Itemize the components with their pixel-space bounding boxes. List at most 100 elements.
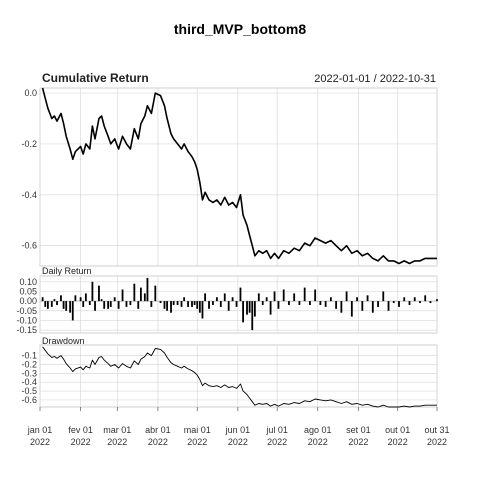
daily-return-bar	[329, 297, 332, 302]
daily-return-bar	[180, 301, 183, 307]
y-tick-label: -0.4	[21, 190, 37, 200]
panel-daily-title: Daily Return	[42, 266, 92, 276]
daily-return-bar	[56, 301, 58, 305]
daily-return-bar	[143, 293, 146, 302]
daily-return-bar	[79, 297, 82, 302]
daily-return-bar	[215, 297, 218, 302]
daily-return-bar	[429, 301, 432, 304]
y-tick-label: -0.4	[21, 377, 37, 387]
daily-return-bar	[187, 301, 189, 307]
x-tick-label: jun 01	[225, 425, 251, 435]
cumulative-return-line	[41, 87, 437, 265]
daily-return-bar	[424, 295, 427, 302]
daily-return-bar	[146, 277, 149, 302]
daily-return-bar	[204, 293, 206, 302]
x-tick-year-label: 2022	[30, 437, 50, 447]
daily-return-bar	[193, 301, 196, 305]
daily-return-bar	[113, 297, 116, 302]
daily-return-bar	[74, 295, 77, 302]
y-tick-label: -0.6	[21, 241, 37, 251]
daily-return-bar	[223, 293, 226, 302]
daily-return-bar	[345, 291, 348, 302]
daily-return-bar	[227, 301, 230, 311]
daily-return-bar	[183, 297, 186, 302]
daily-return-bar	[239, 287, 242, 302]
y-tick-label: -0.5	[21, 386, 37, 396]
daily-return-bar	[265, 297, 268, 302]
panel-frame	[39, 87, 438, 267]
drawdown-line	[42, 346, 437, 408]
daily-return-bar	[170, 301, 172, 313]
panel-cumulative-title: Cumulative Return	[42, 71, 149, 85]
daily-return-bar	[298, 301, 301, 305]
daily-return-bar	[91, 281, 94, 302]
daily-return-bar	[65, 301, 68, 311]
x-tick-year-label: 2022	[348, 437, 368, 447]
daily-return-bar	[196, 301, 199, 309]
x-tick-year-label: 2022	[267, 437, 287, 447]
x-tick-year-label: 2022	[228, 437, 248, 447]
daily-return-bar	[150, 301, 153, 307]
daily-return-bar	[191, 301, 193, 307]
daily-return-bar	[46, 301, 49, 309]
panel-drawdown-title: Drawdown	[42, 336, 85, 346]
daily-return-bar	[293, 293, 296, 302]
daily-return-bar	[139, 287, 142, 302]
daily-return-bar	[84, 293, 87, 302]
daily-return-bar	[109, 301, 112, 307]
y-tick-label: 0.0	[24, 88, 37, 98]
daily-return-bar	[235, 301, 238, 307]
daily-return-bar	[398, 301, 400, 307]
y-tick-label: -0.10	[16, 315, 37, 325]
daily-return-bar	[382, 291, 385, 302]
panel-frame	[39, 344, 438, 408]
daily-return-bar	[366, 295, 369, 302]
daily-return-bar	[350, 301, 353, 317]
daily-return-bar	[314, 289, 317, 302]
daily-return-bar	[377, 301, 379, 307]
daily-return-bar	[53, 299, 56, 302]
y-tick-label: -0.1	[21, 351, 37, 361]
drawdown-panel: -0.1-0.2-0.3-0.4-0.5-0.6	[21, 344, 438, 408]
daily-return-bar	[100, 299, 103, 302]
daily-return-bar	[62, 301, 65, 309]
daily-return-bar	[413, 297, 416, 302]
daily-return-bar	[137, 301, 140, 309]
daily-return-bar	[403, 297, 406, 302]
daily-return-bar	[246, 301, 248, 315]
daily-return-bar	[248, 301, 251, 313]
x-tick-label: jan 01	[27, 425, 53, 435]
x-tick-label: set 01	[346, 425, 371, 435]
date-range-label: 2022-01-01 / 2022-10-31	[314, 73, 436, 85]
daily-return-bar	[253, 301, 256, 317]
daily-return-bar	[103, 301, 106, 309]
chart-title: third_MVP_bottom8	[174, 21, 306, 37]
daily-return-bar	[129, 301, 132, 305]
y-tick-label: -0.15	[16, 325, 37, 335]
daily-return-bar	[219, 301, 222, 307]
daily-return-bar	[392, 301, 395, 304]
daily-return-bar	[88, 301, 91, 305]
daily-return-bar	[50, 301, 53, 307]
daily-return-bar	[387, 301, 390, 311]
daily-return-bar	[198, 301, 201, 313]
x-tick-label: abr 01	[145, 425, 171, 435]
daily-return-bar	[303, 287, 306, 302]
daily-return-bar	[309, 301, 311, 305]
daily-return-bar	[133, 283, 136, 302]
daily-return-bar	[163, 301, 166, 309]
y-tick-label: 0.10	[19, 277, 37, 287]
daily-return-bar	[176, 301, 179, 305]
daily-return-bar	[371, 301, 374, 313]
cumulative-return-panel: 0.0 -0.2 -0.4 -0.6	[21, 87, 438, 267]
daily-return-bar	[436, 299, 438, 302]
daily-return-bar	[60, 295, 62, 302]
daily-return-bar	[201, 301, 204, 319]
daily-return-bar	[257, 293, 260, 302]
daily-return-bar	[269, 301, 272, 315]
y-tick-label: -0.3	[21, 368, 37, 378]
y-tick-label: -0.05	[16, 306, 37, 316]
daily-return-bar	[94, 301, 96, 311]
y-tick-label: 0.00	[19, 296, 37, 306]
